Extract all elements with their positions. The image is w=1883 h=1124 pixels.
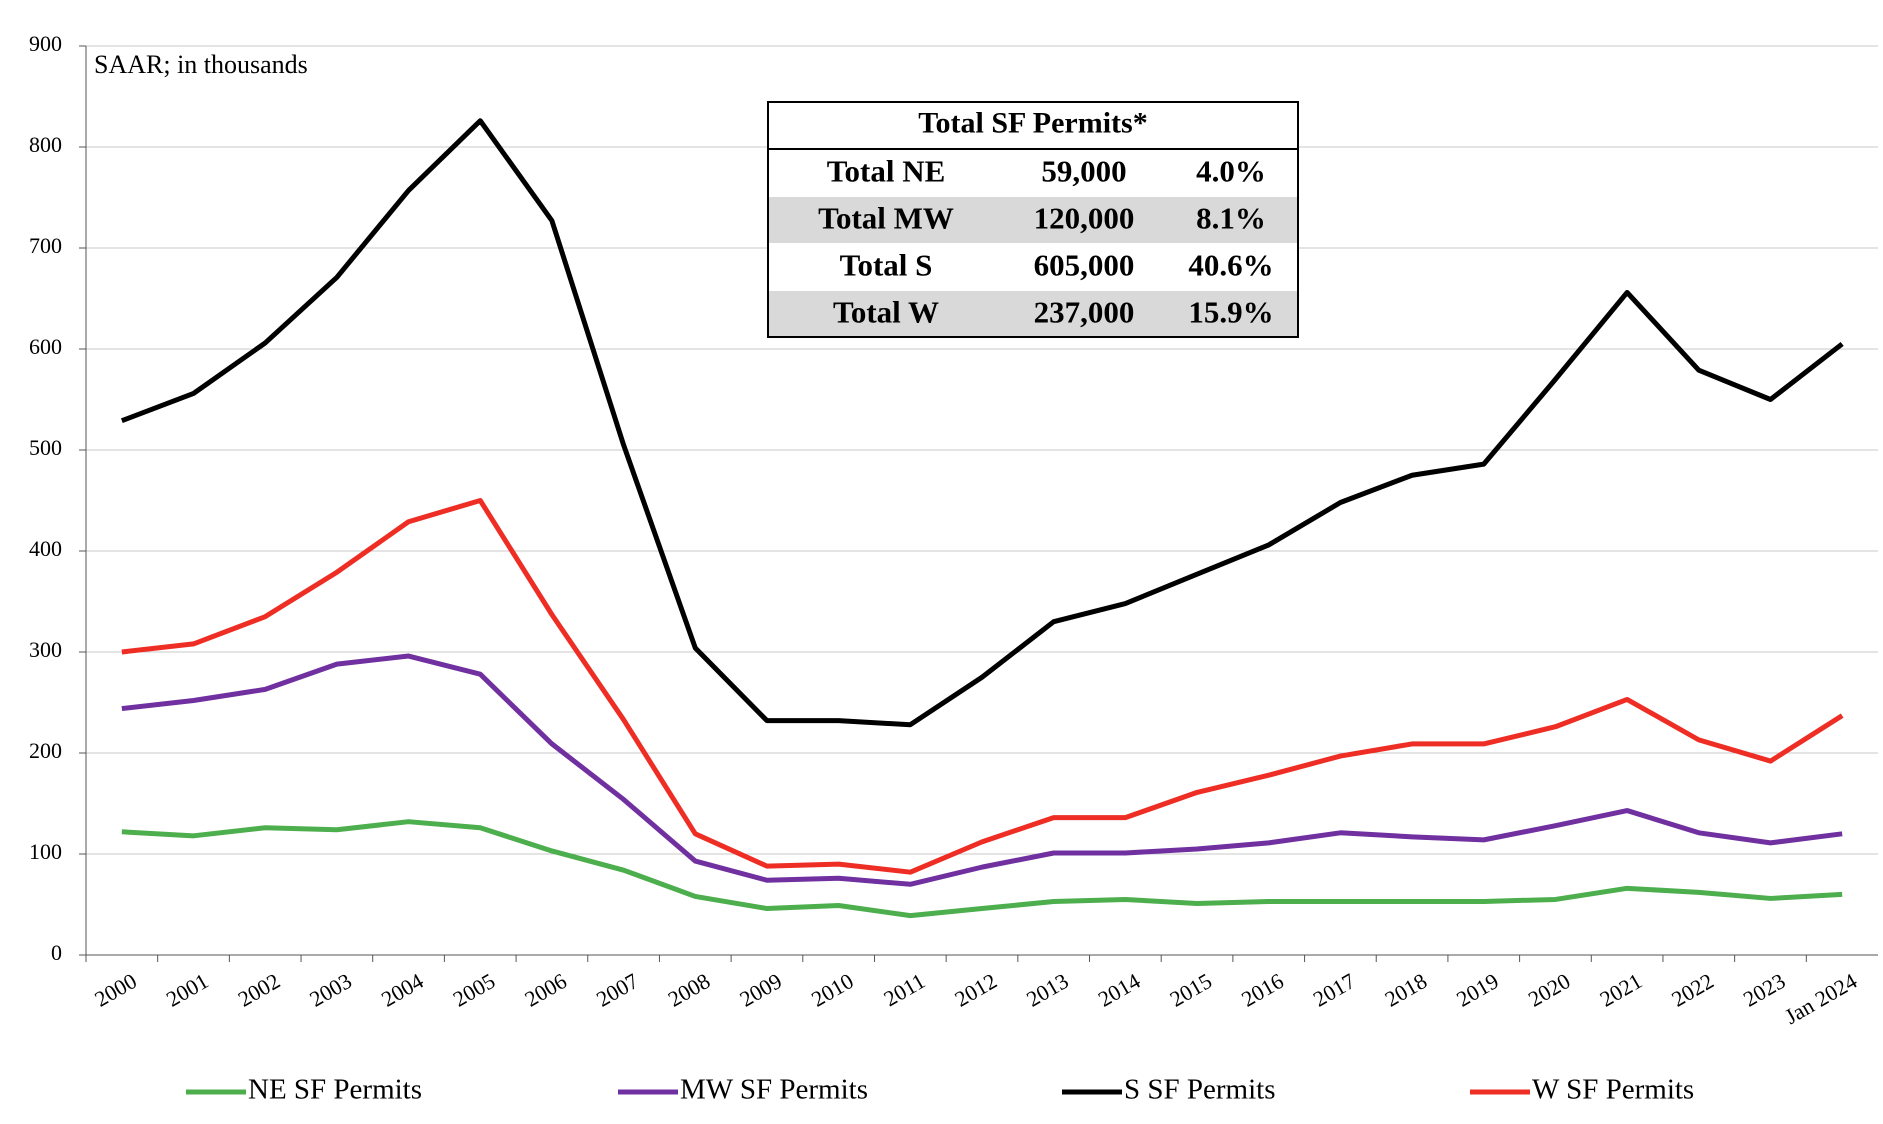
table-cell: 605,000 (1034, 248, 1135, 283)
x-tick-label: 2008 (664, 968, 715, 1012)
annotation: SAAR; in thousands (94, 50, 308, 79)
legend-label: NE SF Permits (248, 1074, 422, 1106)
table-cell: 15.9% (1188, 295, 1273, 330)
x-tick-label: 2005 (449, 968, 500, 1012)
table-cell: 59,000 (1041, 154, 1126, 189)
series-line (121, 819, 1843, 919)
table-cell: 40.6% (1188, 248, 1273, 283)
y-tick-label: 300 (29, 637, 62, 662)
x-tick-label: 2021 (1596, 968, 1647, 1012)
x-tick-label: 2000 (90, 968, 141, 1012)
table-border (767, 101, 1299, 338)
y-tick-label: 800 (29, 132, 62, 157)
table-cell: 237,000 (1034, 295, 1135, 330)
x-tick-label: 2014 (1094, 968, 1145, 1012)
x-tick-label: 2012 (950, 968, 1001, 1012)
legend-label: MW SF Permits (680, 1074, 868, 1106)
y-tick-label: 100 (29, 839, 62, 864)
x-tick-label: 2003 (305, 968, 356, 1012)
table-cell: Total S (840, 248, 933, 283)
x-tick-label: 2018 (1380, 968, 1431, 1012)
table-cell: Total NE (827, 154, 946, 189)
legend-label: W SF Permits (1532, 1074, 1694, 1106)
x-tick-label: 2023 (1739, 968, 1790, 1012)
y-tick-label: 400 (29, 536, 62, 561)
x-tick-label: 2022 (1667, 968, 1718, 1012)
x-tick-label: 2009 (735, 968, 786, 1012)
series-line (121, 498, 1844, 875)
y-tick-label: 900 (29, 31, 62, 56)
table-cell: 120,000 (1034, 201, 1135, 236)
x-tick-label: 2017 (1309, 968, 1360, 1012)
x-tick-label: 2020 (1524, 968, 1575, 1012)
table-row-bg (769, 291, 1297, 337)
x-tick-label: 2006 (520, 968, 571, 1012)
x-tick-label: 2007 (592, 968, 643, 1012)
x-tick-label: 2016 (1237, 968, 1288, 1012)
x-tick-label: 2001 (162, 968, 213, 1012)
x-tick-label: 2002 (234, 968, 285, 1012)
x-tick-label: 2019 (1452, 968, 1503, 1012)
y-tick-label: 700 (29, 233, 62, 258)
y-tick-label: 500 (29, 435, 62, 460)
table-cell: 8.1% (1196, 201, 1266, 236)
table-cell: Total W (833, 295, 939, 330)
x-tick-label: 2010 (807, 968, 858, 1012)
y-tick-label: 200 (29, 738, 62, 763)
y-tick-label: 0 (51, 940, 62, 965)
y-tick-label: 600 (29, 334, 62, 359)
x-tick-label: 2011 (879, 968, 929, 1011)
x-tick-label: 2004 (377, 968, 428, 1012)
legend-label: S SF Permits (1124, 1074, 1276, 1106)
series-line (121, 653, 1843, 887)
table-cell: Total MW (818, 201, 954, 236)
table-title: Total SF Permits* (918, 106, 1147, 139)
x-tick-label: Jan 2024 (1780, 968, 1861, 1029)
x-tick-label: 2013 (1022, 968, 1073, 1012)
table-cell: 4.0% (1196, 154, 1266, 189)
table-row-bg (769, 197, 1297, 243)
x-tick-label: 2015 (1165, 968, 1216, 1012)
series-line (120, 118, 1844, 728)
